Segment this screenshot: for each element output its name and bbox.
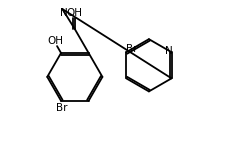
- Text: OH: OH: [48, 36, 64, 46]
- Text: Br: Br: [126, 44, 137, 54]
- Text: OH: OH: [67, 8, 83, 18]
- Text: Br: Br: [56, 103, 67, 113]
- Text: N: N: [60, 8, 67, 18]
- Text: N: N: [165, 46, 173, 56]
